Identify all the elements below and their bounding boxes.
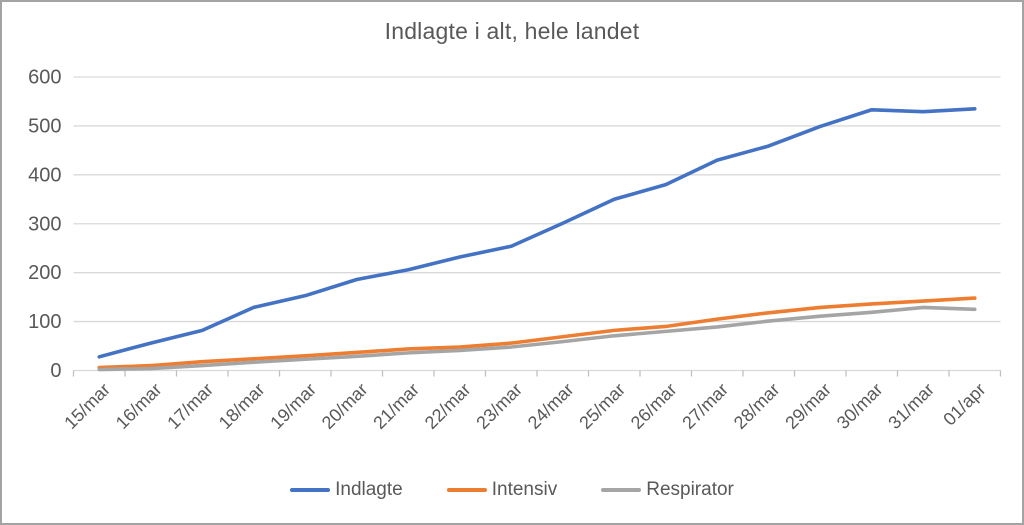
legend-swatch-indlagte [290,488,331,492]
x-tick-label: 21/mar [369,379,423,433]
legend-item-respirator: Respirator [601,479,734,501]
x-axis-ticks [72,370,1002,377]
legend: Indlagte Intensiv Respirator [2,479,1022,501]
x-tick-label: 01/apr [939,379,989,429]
series-line-respirator [97,305,977,372]
y-tick-label: 500 [28,115,61,137]
y-tick-label: 100 [28,311,61,333]
x-tick-label: 28/mar [730,379,784,433]
x-tick-label: 18/mar [215,379,269,433]
legend-label-respirator: Respirator [646,479,734,500]
y-tick-label: 300 [28,213,61,235]
y-axis-labels: 0 100 200 300 400 500 600 [28,67,61,383]
x-tick-label: 27/mar [678,379,732,433]
x-tick-label: 26/mar [627,379,681,433]
x-tick-label: 16/mar [112,379,166,433]
legend-swatch-respirator [601,488,642,492]
x-tick-label: 22/mar [421,379,475,433]
chart-title: Indlagte i alt, hele landet [384,18,640,44]
legend-item-indlagte: Indlagte [290,479,403,501]
y-tick-label: 0 [50,360,61,382]
legend-item-intensiv: Intensiv [446,479,558,501]
x-tick-label: 24/mar [524,379,578,433]
x-tick-label: 31/mar [884,379,938,433]
x-tick-label: 30/mar [833,379,887,433]
legend-label-indlagte: Indlagte [335,479,403,500]
y-tick-label: 400 [28,164,61,186]
series-line-indlagte [97,106,977,359]
x-tick-label: 20/mar [318,379,372,433]
legend-label-intensiv: Intensiv [491,479,558,500]
y-tick-label: 200 [28,262,61,284]
x-tick-label: 17/mar [163,379,217,433]
x-tick-label: 29/mar [781,379,835,433]
x-axis-labels: 15/mar16/mar17/mar18/mar19/mar20/mar21/m… [60,379,989,433]
y-tick-label: 600 [28,67,61,89]
x-tick-label: 15/mar [60,379,114,433]
x-tick-label: 19/mar [266,379,320,433]
series-line-intensiv [97,296,977,370]
x-tick-label: 23/mar [472,379,526,433]
legend-swatch-intensiv [446,488,487,492]
x-tick-label: 25/mar [575,379,629,433]
